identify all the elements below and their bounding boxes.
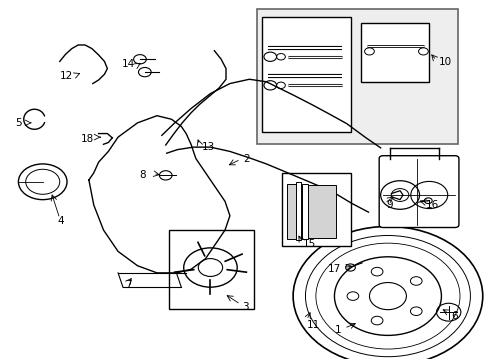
Bar — [261, 18, 351, 132]
Text: 6: 6 — [450, 311, 457, 321]
Bar — [282, 173, 351, 246]
Text: 8: 8 — [140, 170, 146, 180]
Text: 18: 18 — [81, 134, 94, 144]
Text: 14: 14 — [121, 59, 134, 69]
Text: 15: 15 — [302, 239, 315, 249]
Text: 17: 17 — [327, 264, 340, 274]
Text: 4: 4 — [57, 216, 64, 226]
Text: 1: 1 — [334, 325, 341, 335]
Bar — [256, 9, 458, 144]
Text: 7: 7 — [125, 280, 132, 291]
Bar — [287, 184, 295, 239]
Text: 12: 12 — [60, 71, 73, 81]
FancyBboxPatch shape — [378, 156, 458, 228]
Text: 13: 13 — [201, 142, 215, 152]
Bar — [169, 230, 254, 309]
Text: 3: 3 — [242, 302, 248, 312]
Bar — [306, 185, 335, 238]
Text: 16: 16 — [425, 200, 438, 210]
Text: 11: 11 — [306, 320, 319, 330]
Text: 9: 9 — [386, 200, 392, 210]
Bar — [301, 184, 307, 239]
Text: 2: 2 — [243, 154, 249, 163]
Bar — [361, 23, 428, 82]
Text: 5: 5 — [15, 118, 22, 128]
Text: 10: 10 — [438, 57, 451, 67]
Bar — [295, 182, 300, 240]
